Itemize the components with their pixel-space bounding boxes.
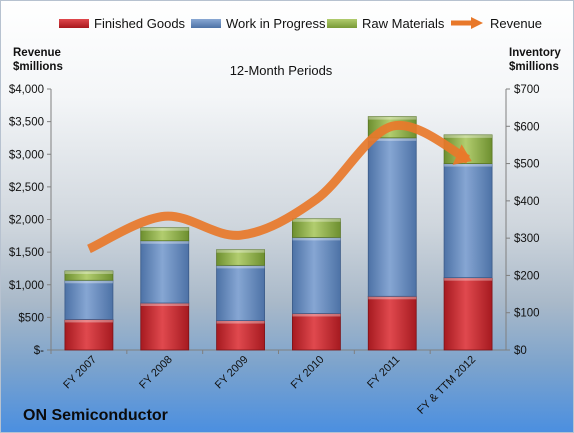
bar-work-in-progress-cap bbox=[64, 280, 113, 284]
bar-finished-goods-cap bbox=[444, 277, 493, 281]
bar-work-in-progress bbox=[140, 240, 190, 304]
left-axis-tick-label: $500 bbox=[18, 312, 44, 324]
x-axis-category-label: FY 2010 bbox=[289, 354, 327, 392]
bar-work-in-progress-cap bbox=[216, 265, 265, 269]
bar-finished-goods-cap bbox=[216, 320, 265, 324]
right-axis-tick-label: $400 bbox=[514, 196, 540, 208]
left-axis-title: Revenue $millions bbox=[13, 46, 63, 74]
left-axis-tick-label: $3,500 bbox=[9, 117, 44, 129]
right-axis-tick-label: $600 bbox=[514, 121, 540, 133]
left-axis-tick-label: $1,000 bbox=[9, 280, 44, 292]
left-axis-tick-label: $3,000 bbox=[9, 149, 44, 161]
revenue-line bbox=[87, 120, 471, 253]
right-axis-tick-label: $200 bbox=[514, 270, 540, 282]
left-axis-title-line1: Revenue bbox=[13, 47, 61, 59]
legend-swatch-finished-goods bbox=[59, 18, 89, 28]
revenue-arrowhead bbox=[452, 144, 472, 165]
legend-raw-materials: Raw Materials bbox=[327, 15, 444, 31]
bar-raw-materials-cap bbox=[444, 134, 493, 138]
bar-finished-goods bbox=[292, 313, 341, 351]
left-axis-tick-label: $2,500 bbox=[9, 182, 44, 194]
chart-subtitle: 12-Month Periods bbox=[229, 63, 333, 78]
left-axis-tick-label: $4,000 bbox=[9, 84, 44, 96]
left-axis-tick-label: $2,000 bbox=[9, 215, 44, 227]
right-axis-title-line1: Inventory bbox=[509, 47, 561, 59]
bar-raw-materials-cap bbox=[216, 249, 265, 253]
bar-work-in-progress bbox=[216, 264, 265, 321]
bar-work-in-progress-cap bbox=[444, 163, 493, 167]
bar-finished-goods-cap bbox=[292, 313, 341, 317]
x-axis-category-label: FY 2011 bbox=[365, 354, 402, 391]
bar-work-in-progress-cap bbox=[140, 240, 189, 244]
x-axis-category-label: FY 2008 bbox=[137, 354, 175, 392]
right-axis-tick-label: $700 bbox=[514, 84, 540, 96]
x-axis-category-label: FY 2009 bbox=[213, 354, 251, 392]
bar-finished-goods bbox=[443, 277, 493, 351]
bar-raw-materials bbox=[216, 249, 265, 266]
bar-work-in-progress bbox=[443, 163, 493, 279]
right-axis-title: Inventory $millions bbox=[509, 46, 561, 74]
left-axis-title-line2: $millions bbox=[13, 61, 63, 73]
company-name: ON Semiconductor bbox=[23, 407, 168, 424]
bar-raw-materials-cap bbox=[140, 227, 189, 231]
legend-label-finished-goods: Finished Goods bbox=[94, 15, 186, 31]
bar-finished-goods-cap bbox=[368, 296, 417, 300]
bar-work-in-progress-cap bbox=[368, 137, 417, 141]
bar-work-in-progress bbox=[367, 137, 417, 297]
legend-finished-goods: Finished Goods bbox=[59, 15, 185, 31]
legend-swatch-work-in-progress bbox=[191, 18, 221, 28]
legend-swatch-raw-materials bbox=[327, 18, 357, 28]
bar-raw-materials-cap bbox=[368, 116, 417, 120]
bar-finished-goods bbox=[140, 302, 190, 351]
left-axis-tick-label: $- bbox=[34, 345, 44, 357]
bar-finished-goods bbox=[64, 319, 114, 351]
bar-work-in-progress bbox=[64, 279, 114, 320]
right-axis-tick-label: $0 bbox=[514, 345, 527, 357]
legend-label-work-in-progress: Work in Progress bbox=[226, 15, 326, 31]
bar-raw-materials-cap bbox=[292, 218, 341, 222]
bar-raw-materials bbox=[64, 270, 114, 281]
bar-raw-materials bbox=[140, 227, 190, 242]
right-axis-tick-label: $300 bbox=[514, 233, 540, 245]
legend-revenue: Revenue bbox=[449, 15, 542, 31]
legend-label-raw-materials: Raw Materials bbox=[362, 15, 445, 31]
left-axis-tick-label: $1,500 bbox=[9, 247, 44, 259]
legend-label-revenue: Revenue bbox=[490, 15, 543, 31]
bar-work-in-progress bbox=[292, 236, 341, 314]
bar-finished-goods-cap bbox=[64, 319, 113, 323]
bar-finished-goods bbox=[216, 320, 265, 351]
right-axis-tick-label: $100 bbox=[514, 308, 540, 320]
x-axis-category-label: FY & TTM 2012 bbox=[415, 354, 478, 417]
right-axis-title-line2: $millions bbox=[509, 61, 559, 73]
bar-raw-materials-cap bbox=[64, 270, 113, 274]
bar-raw-materials bbox=[292, 218, 341, 238]
x-axis-category-label: FY 2007 bbox=[61, 354, 99, 392]
bar-finished-goods-cap bbox=[140, 303, 189, 307]
legend-arrow-icon bbox=[451, 17, 483, 29]
bar-finished-goods bbox=[367, 295, 417, 351]
legend-work-in-progress: Work in Progress bbox=[191, 15, 325, 31]
right-axis-tick-label: $500 bbox=[514, 159, 540, 171]
bar-work-in-progress-cap bbox=[292, 237, 341, 241]
